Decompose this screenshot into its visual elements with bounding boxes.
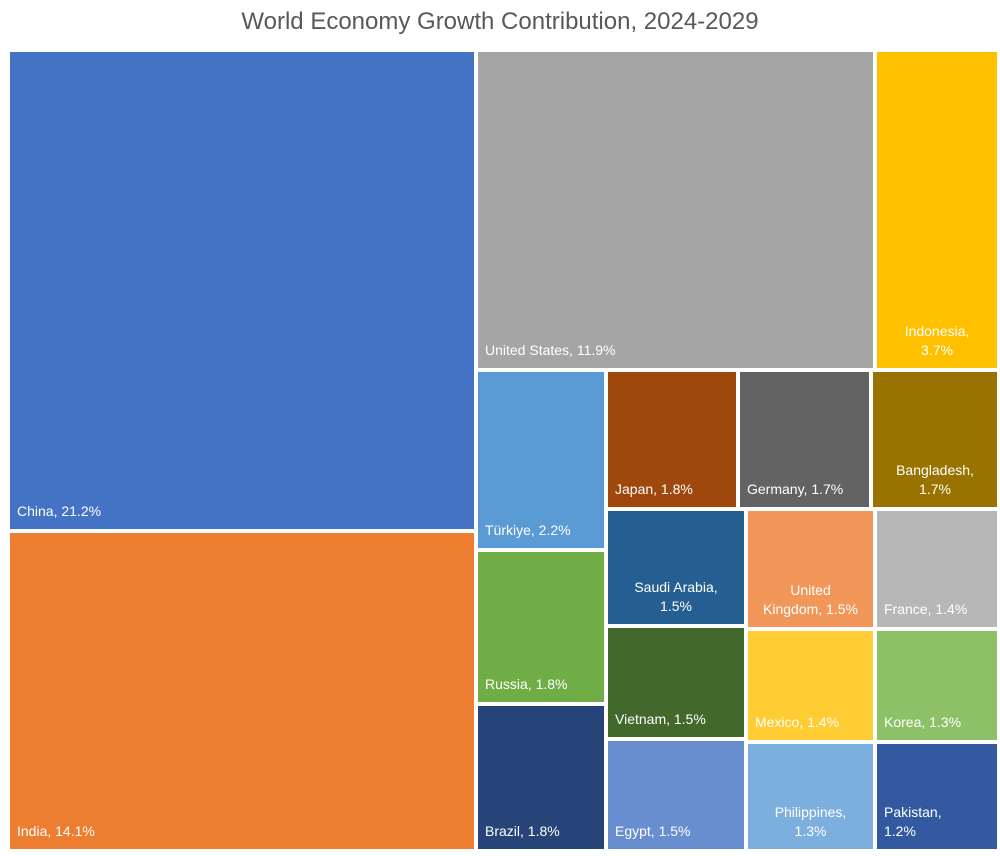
tile-united-kingdom: United Kingdom, 1.5% — [746, 509, 875, 629]
tile-label-pakistan: Pakistan, 1.2% — [884, 804, 942, 839]
tile-label-saudi-arabia: Saudi Arabia, 1.5% — [634, 579, 718, 614]
tile-label-india: India, 14.1% — [17, 823, 95, 839]
tile-label-mexico: Mexico, 1.4% — [755, 714, 840, 730]
tile-label-korea: Korea, 1.3% — [884, 714, 962, 730]
tile-russia: Russia, 1.8% — [476, 550, 606, 704]
tile-indonesia: Indonesia, 3.7% — [875, 50, 999, 370]
tile-label-russia: Russia, 1.8% — [485, 676, 568, 692]
tile-bangladesh: Bangladesh, 1.7% — [871, 370, 999, 509]
tile-germany: Germany, 1.7% — [738, 370, 871, 509]
tile-united-states: United States, 11.9% — [476, 50, 875, 370]
tile-korea: Korea, 1.3% — [875, 629, 999, 742]
tile-mexico: Mexico, 1.4% — [746, 629, 875, 742]
tile-label-egypt: Egypt, 1.5% — [615, 823, 691, 839]
tile-label-vietnam: Vietnam, 1.5% — [615, 711, 706, 727]
tile-label-philippines: Philippines, 1.3% — [774, 804, 847, 839]
tile-turkiye: Türkiye, 2.2% — [476, 370, 606, 550]
tile-saudi-arabia: Saudi Arabia, 1.5% — [606, 509, 746, 626]
tile-vietnam: Vietnam, 1.5% — [606, 626, 746, 739]
tile-label-china: China, 21.2% — [17, 503, 102, 519]
tile-label-brazil: Brazil, 1.8% — [485, 823, 560, 839]
chart-title: World Economy Growth Contribution, 2024-… — [241, 8, 759, 35]
tile-label-japan: Japan, 1.8% — [615, 481, 693, 497]
tile-label-united-kingdom: United Kingdom, 1.5% — [763, 582, 858, 617]
tile-philippines: Philippines, 1.3% — [746, 742, 875, 851]
tile-brazil: Brazil, 1.8% — [476, 704, 606, 851]
tile-label-united-states: United States, 11.9% — [485, 342, 616, 358]
tile-label-indonesia: Indonesia, 3.7% — [904, 323, 970, 358]
tile-france: France, 1.4% — [875, 509, 999, 629]
tile-japan: Japan, 1.8% — [606, 370, 738, 509]
tile-label-turkiye: Türkiye, 2.2% — [485, 522, 571, 538]
tile-egypt: Egypt, 1.5% — [606, 739, 746, 851]
tile-pakistan: Pakistan, 1.2% — [875, 742, 999, 851]
tile-label-france: France, 1.4% — [884, 601, 968, 617]
tile-label-bangladesh: Bangladesh, 1.7% — [896, 462, 974, 497]
tile-china: China, 21.2% — [8, 50, 476, 531]
tile-label-germany: Germany, 1.7% — [747, 481, 844, 497]
tile-india: India, 14.1% — [8, 531, 476, 851]
